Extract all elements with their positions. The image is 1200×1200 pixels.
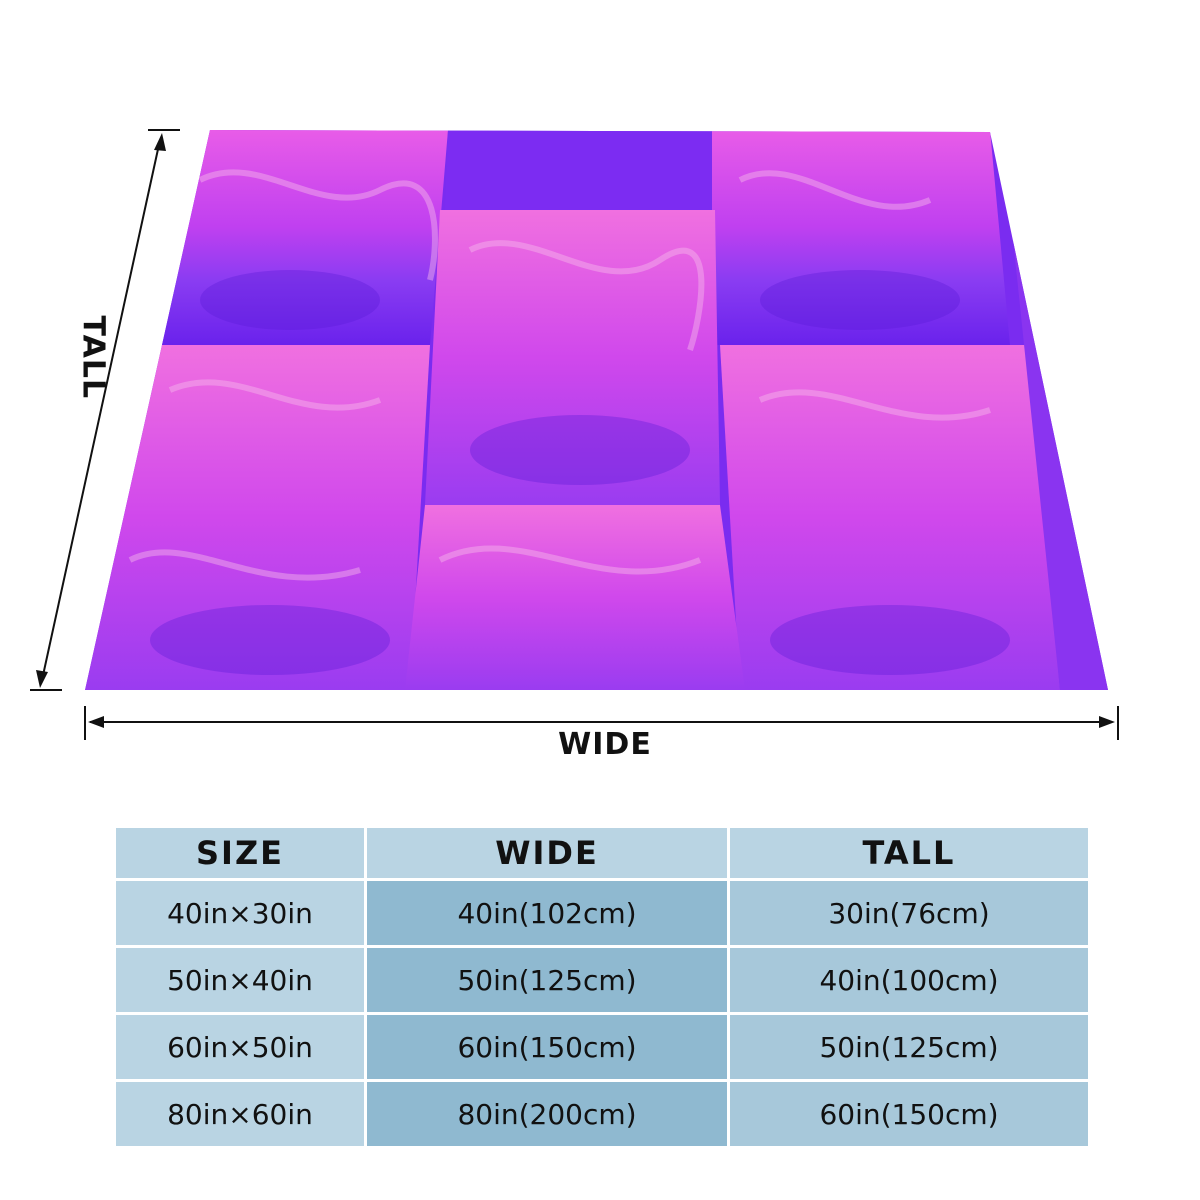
cell-wide: 80in(200cm) xyxy=(367,1082,727,1146)
cell-wide: 50in(125cm) xyxy=(367,948,727,1012)
table-row: 60in×50in 60in(150cm) 50in(125cm) xyxy=(116,1015,1088,1079)
table-row: 40in×30in 40in(102cm) 30in(76cm) xyxy=(116,881,1088,945)
pattern-tile xyxy=(720,345,1060,690)
header-wide: WIDE xyxy=(367,828,727,878)
tall-label: TALL xyxy=(75,315,111,400)
cell-tall: 50in(125cm) xyxy=(730,1015,1088,1079)
pattern-tile xyxy=(85,345,430,690)
cell-tall: 60in(150cm) xyxy=(730,1082,1088,1146)
cell-size: 80in×60in xyxy=(116,1082,364,1146)
pattern-tile xyxy=(445,130,715,210)
cell-size: 60in×50in xyxy=(116,1015,364,1079)
size-table: SIZE WIDE TALL 40in×30in 40in(102cm) 30i… xyxy=(113,825,1091,1149)
blanket-illustration xyxy=(30,129,1119,740)
cell-size: 50in×40in xyxy=(116,948,364,1012)
pattern-tile xyxy=(712,130,1010,345)
cell-tall: 30in(76cm) xyxy=(730,881,1088,945)
cell-wide: 60in(150cm) xyxy=(367,1015,727,1079)
blanket-pattern xyxy=(85,130,1108,690)
cell-wide: 40in(102cm) xyxy=(367,881,727,945)
table-row: 50in×40in 50in(125cm) 40in(100cm) xyxy=(116,948,1088,1012)
table-header-row: SIZE WIDE TALL xyxy=(116,828,1088,878)
wide-dimension-arrow xyxy=(84,706,1119,740)
pattern-tile xyxy=(160,130,448,345)
cell-size: 40in×30in xyxy=(116,881,364,945)
cell-tall: 40in(100cm) xyxy=(730,948,1088,1012)
pattern-tile xyxy=(405,505,745,690)
table-row: 80in×60in 80in(200cm) 60in(150cm) xyxy=(116,1082,1088,1146)
tall-dimension-arrow xyxy=(30,129,180,691)
header-size: SIZE xyxy=(116,828,364,878)
wide-label: WIDE xyxy=(558,727,652,762)
header-tall: TALL xyxy=(730,828,1088,878)
pattern-tile xyxy=(425,210,720,505)
